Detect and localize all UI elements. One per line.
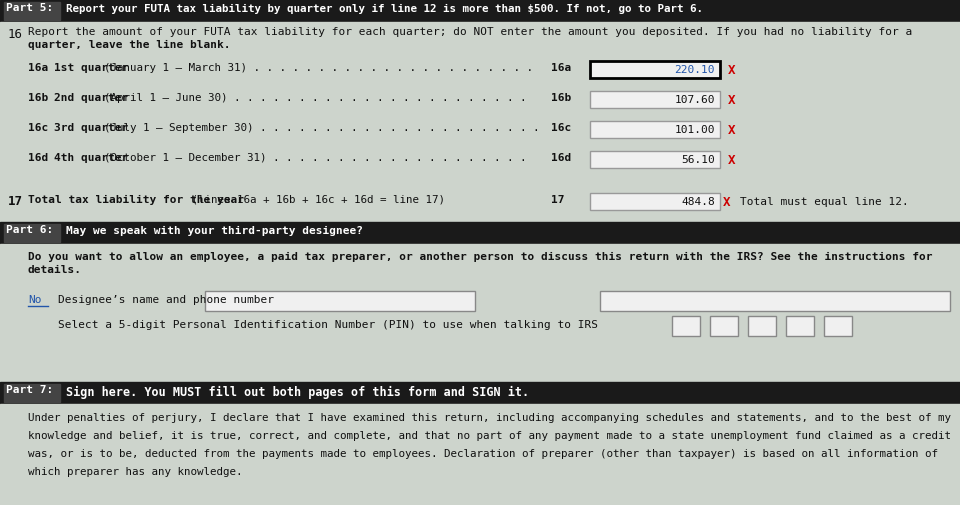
Bar	[590, 61, 720, 78]
Text: 16: 16	[8, 28, 23, 41]
Text: 16b: 16b	[551, 93, 571, 103]
Text: Part 5:: Part 5:	[6, 3, 53, 13]
Bar	[0, 404, 960, 505]
Text: X: X	[728, 93, 735, 107]
Text: 4th quarter: 4th quarter	[54, 153, 129, 163]
Bar	[0, 0, 960, 22]
Bar	[600, 291, 950, 311]
Text: 56.10: 56.10	[682, 155, 715, 165]
Text: 17: 17	[551, 195, 564, 205]
Text: Report the amount of your FUTA tax liability for each quarter; do NOT enter the : Report the amount of your FUTA tax liabi…	[28, 27, 912, 37]
Text: knowledge and belief, it is true, correct, and complete, and that no part of any: knowledge and belief, it is true, correc…	[28, 431, 951, 441]
Bar	[205, 291, 475, 311]
Text: No: No	[28, 295, 41, 305]
Text: (July 1 – September 30) . . . . . . . . . . . . . . . . . . . . . .: (July 1 – September 30) . . . . . . . . …	[104, 123, 540, 133]
Text: 16c: 16c	[28, 123, 48, 133]
Text: Part 7:: Part 7:	[6, 385, 53, 395]
Text: which preparer has any knowledge.: which preparer has any knowledge.	[28, 467, 243, 477]
Text: was, or is to be, deducted from the payments made to employees. Declaration of p: was, or is to be, deducted from the paym…	[28, 449, 938, 459]
Text: 16b: 16b	[28, 93, 48, 103]
Bar	[748, 316, 776, 336]
Text: Report your FUTA tax liability by quarter only if line 12 is more than $500. If : Report your FUTA tax liability by quarte…	[66, 4, 703, 14]
Bar	[590, 193, 720, 210]
Text: 2nd quarter: 2nd quarter	[54, 93, 129, 103]
Text: 16d: 16d	[551, 153, 571, 163]
Text: quarter, leave the line blank.: quarter, leave the line blank.	[28, 40, 230, 50]
Text: Total tax liability for the year: Total tax liability for the year	[28, 195, 244, 205]
Bar	[590, 91, 720, 108]
Bar	[0, 382, 960, 404]
Text: (April 1 – June 30) . . . . . . . . . . . . . . . . . . . . . . .: (April 1 – June 30) . . . . . . . . . . …	[104, 93, 526, 103]
Bar	[0, 222, 960, 244]
Bar	[786, 316, 814, 336]
Text: details.: details.	[28, 265, 82, 275]
Text: (January 1 – March 31) . . . . . . . . . . . . . . . . . . . . . .: (January 1 – March 31) . . . . . . . . .…	[104, 63, 533, 73]
Text: X: X	[728, 154, 735, 167]
Text: X: X	[728, 64, 735, 76]
Bar	[4, 2, 60, 20]
Text: (lines 16a + 16b + 16c + 16d = line 17): (lines 16a + 16b + 16c + 16d = line 17)	[185, 195, 445, 205]
Text: Do you want to allow an employee, a paid tax preparer, or another person to disc: Do you want to allow an employee, a paid…	[28, 252, 932, 262]
Bar	[824, 316, 852, 336]
Bar	[590, 121, 720, 138]
Text: 3rd quarter: 3rd quarter	[54, 123, 129, 133]
Bar	[590, 151, 720, 168]
Text: 220.10: 220.10	[675, 65, 715, 75]
Bar	[0, 22, 960, 220]
Text: X: X	[723, 195, 731, 209]
Text: Under penalties of perjury, I declare that I have examined this return, includin: Under penalties of perjury, I declare th…	[28, 413, 951, 423]
Bar	[4, 224, 60, 242]
Text: 16a: 16a	[551, 63, 571, 73]
Text: May we speak with your third-party designee?: May we speak with your third-party desig…	[66, 226, 363, 236]
Text: (October 1 – December 31) . . . . . . . . . . . . . . . . . . . .: (October 1 – December 31) . . . . . . . …	[104, 153, 526, 163]
Text: 17: 17	[8, 195, 23, 208]
Text: Part 6:: Part 6:	[6, 225, 53, 235]
Text: 1st quarter: 1st quarter	[54, 63, 129, 73]
Bar	[672, 316, 700, 336]
Text: 101.00: 101.00	[675, 125, 715, 135]
Text: 16d: 16d	[28, 153, 48, 163]
Text: 484.8: 484.8	[682, 197, 715, 207]
Text: Designee’s name and phone number: Designee’s name and phone number	[58, 295, 274, 305]
Text: 16c: 16c	[551, 123, 571, 133]
Bar	[710, 316, 738, 336]
Bar	[4, 384, 60, 402]
Text: 107.60: 107.60	[675, 95, 715, 105]
Bar	[0, 244, 960, 382]
Text: X: X	[728, 124, 735, 136]
Text: Select a 5-digit Personal Identification Number (PIN) to use when talking to IRS: Select a 5-digit Personal Identification…	[58, 320, 598, 330]
Text: Sign here. You MUST fill out both pages of this form and SIGN it.: Sign here. You MUST fill out both pages …	[66, 386, 529, 399]
Text: Total must equal line 12.: Total must equal line 12.	[740, 197, 909, 207]
Text: 16a: 16a	[28, 63, 48, 73]
